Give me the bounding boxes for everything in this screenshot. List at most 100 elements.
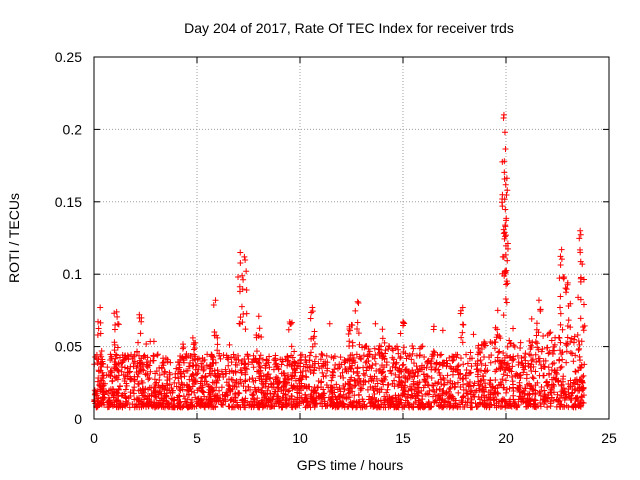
data-point xyxy=(297,363,304,370)
data-point xyxy=(517,344,524,351)
data-point xyxy=(536,389,543,396)
data-point xyxy=(467,349,474,356)
data-point xyxy=(240,276,247,283)
data-point xyxy=(520,369,527,376)
data-point xyxy=(401,388,408,395)
data-point xyxy=(257,352,264,359)
data-point xyxy=(367,373,374,380)
data-point xyxy=(490,397,497,404)
data-point xyxy=(409,393,416,400)
data-point xyxy=(201,403,208,410)
data-point xyxy=(311,340,318,347)
data-point xyxy=(428,358,435,365)
data-point xyxy=(147,357,154,364)
data-point xyxy=(502,364,509,371)
data-point xyxy=(286,387,293,394)
data-point xyxy=(171,404,178,411)
data-point xyxy=(174,403,181,410)
data-point xyxy=(577,227,584,234)
data-point xyxy=(580,372,587,379)
data-point xyxy=(263,373,270,380)
data-point xyxy=(416,397,423,404)
data-point xyxy=(439,327,446,334)
data-point xyxy=(119,352,126,359)
data-point xyxy=(431,399,438,406)
data-point xyxy=(194,370,201,377)
data-point xyxy=(133,395,140,402)
data-point xyxy=(169,387,176,394)
data-point xyxy=(235,356,242,363)
data-point xyxy=(452,383,459,390)
data-point xyxy=(111,347,118,354)
data-point xyxy=(443,363,450,370)
data-point xyxy=(533,326,540,333)
data-point xyxy=(532,403,539,410)
data-point xyxy=(424,390,431,397)
data-point xyxy=(503,175,510,182)
data-point xyxy=(440,382,447,389)
data-point xyxy=(345,368,352,375)
data-point xyxy=(153,368,160,375)
data-point xyxy=(209,379,216,386)
data-point xyxy=(192,378,199,385)
data-point xyxy=(242,365,249,372)
data-point xyxy=(378,370,385,377)
data-point xyxy=(506,398,513,405)
data-point xyxy=(369,362,376,369)
data-point xyxy=(541,398,548,405)
data-point xyxy=(358,385,365,392)
data-point xyxy=(511,400,518,407)
data-point xyxy=(452,403,459,410)
data-point xyxy=(155,403,162,410)
data-point xyxy=(395,350,402,357)
data-point xyxy=(476,396,483,403)
data-point xyxy=(413,352,420,359)
data-point xyxy=(318,350,325,357)
data-point xyxy=(457,355,464,362)
data-point xyxy=(275,384,282,391)
data-point xyxy=(366,348,373,355)
data-point xyxy=(500,226,507,233)
data-point xyxy=(432,391,439,398)
data-point xyxy=(475,344,482,351)
data-point xyxy=(501,272,508,279)
data-point xyxy=(501,129,508,136)
data-point xyxy=(495,390,502,397)
data-point xyxy=(310,370,317,377)
data-point xyxy=(112,321,119,328)
data-point xyxy=(255,359,262,366)
data-point xyxy=(259,356,266,363)
data-point xyxy=(180,393,187,400)
data-point xyxy=(411,360,418,367)
data-point xyxy=(565,302,572,309)
data-point xyxy=(548,382,555,389)
data-point xyxy=(534,402,541,409)
data-point xyxy=(379,335,386,342)
data-point xyxy=(523,371,530,378)
data-point xyxy=(113,352,120,359)
data-point xyxy=(376,349,383,356)
data-point xyxy=(350,357,357,364)
data-point xyxy=(384,386,391,393)
data-point xyxy=(307,368,314,375)
data-point xyxy=(439,396,446,403)
data-point xyxy=(521,354,528,361)
data-point xyxy=(353,400,360,407)
data-point xyxy=(275,385,282,392)
data-point xyxy=(453,366,460,373)
data-point xyxy=(470,382,477,389)
data-point xyxy=(180,344,187,351)
data-point xyxy=(578,393,585,400)
data-point xyxy=(529,339,536,346)
data-point xyxy=(303,359,310,366)
data-point xyxy=(503,281,510,288)
data-point xyxy=(517,388,524,395)
data-point xyxy=(130,353,137,360)
data-point xyxy=(105,390,111,397)
data-point xyxy=(459,304,466,311)
data-point xyxy=(558,363,565,370)
data-point xyxy=(429,351,436,358)
data-point xyxy=(392,345,399,352)
data-point xyxy=(175,359,182,366)
data-point xyxy=(331,389,338,396)
